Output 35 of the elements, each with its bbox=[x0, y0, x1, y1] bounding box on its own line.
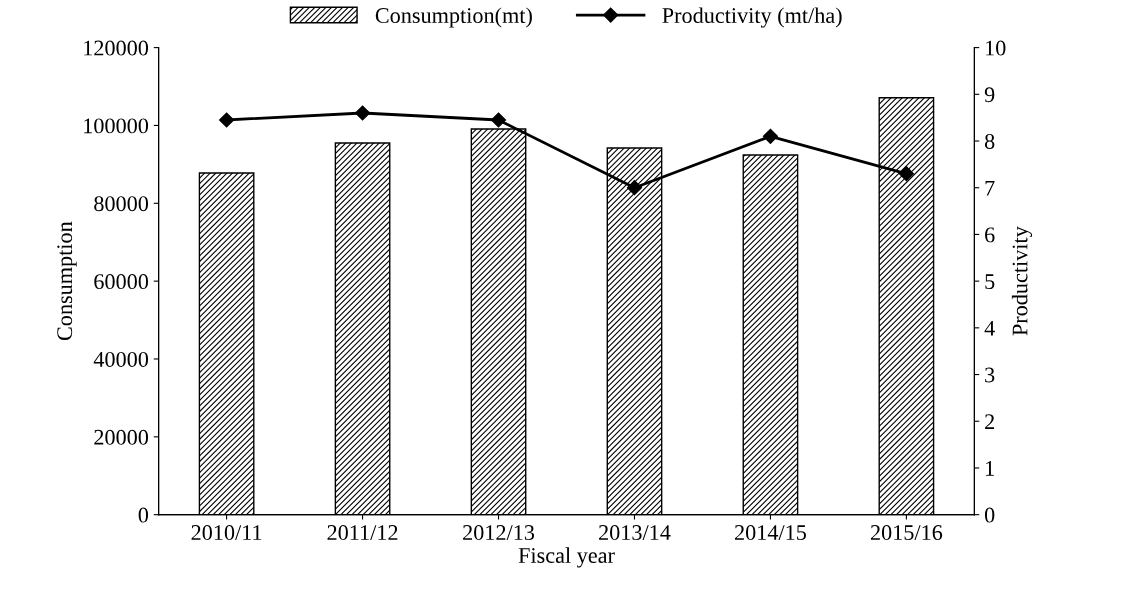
point bbox=[354, 105, 371, 121]
y-tick-label: 40000 bbox=[93, 351, 149, 367]
y2-tick-label: 2 bbox=[985, 414, 994, 429]
y2-tick-label: 4 bbox=[984, 320, 995, 336]
y-tick-label: 0 bbox=[138, 507, 149, 523]
point bbox=[762, 128, 779, 144]
y-axis-title: Consumption bbox=[57, 221, 77, 341]
y2-tick-label: 0 bbox=[984, 507, 995, 523]
y-tick-label: 100000 bbox=[84, 118, 149, 134]
y-tick-label: 60000 bbox=[94, 274, 149, 290]
x-tick-label: 2015/16 bbox=[870, 525, 943, 541]
x-tick-label: 2012/13 bbox=[463, 525, 535, 541]
y2-tick-label: 10 bbox=[986, 40, 1006, 56]
y2-tick-label: 5 bbox=[985, 274, 995, 290]
y2-tick-label: 1 bbox=[986, 461, 994, 476]
x-tick-label: 2011/12 bbox=[327, 525, 398, 541]
y2-tick-label: 6 bbox=[985, 227, 995, 243]
y-tick-label: 120000 bbox=[84, 40, 149, 56]
point bbox=[898, 166, 914, 182]
y2-tick-label: 3 bbox=[985, 367, 995, 383]
y2-tick-label: 8 bbox=[984, 133, 995, 149]
y-tick-label: 80000 bbox=[94, 196, 149, 212]
y2-tick-label: 7 bbox=[985, 180, 995, 196]
legend-label: Productivity (mt/ha) bbox=[662, 7, 842, 28]
point bbox=[626, 180, 643, 196]
y-tick-label: 20000 bbox=[94, 429, 149, 445]
y2-tick-label: 9 bbox=[984, 87, 995, 103]
legend-label: Consumption(mt) bbox=[375, 7, 532, 28]
x-tick-label: 2013/14 bbox=[599, 525, 671, 541]
x-tick-label: 2014/15 bbox=[735, 525, 806, 541]
point bbox=[490, 112, 507, 128]
x-tick-label: 2010/11 bbox=[191, 525, 262, 541]
point bbox=[219, 112, 235, 128]
x-axis-title: Fiscal year bbox=[518, 547, 615, 568]
y2-axis-title: Productivity bbox=[1011, 226, 1033, 336]
